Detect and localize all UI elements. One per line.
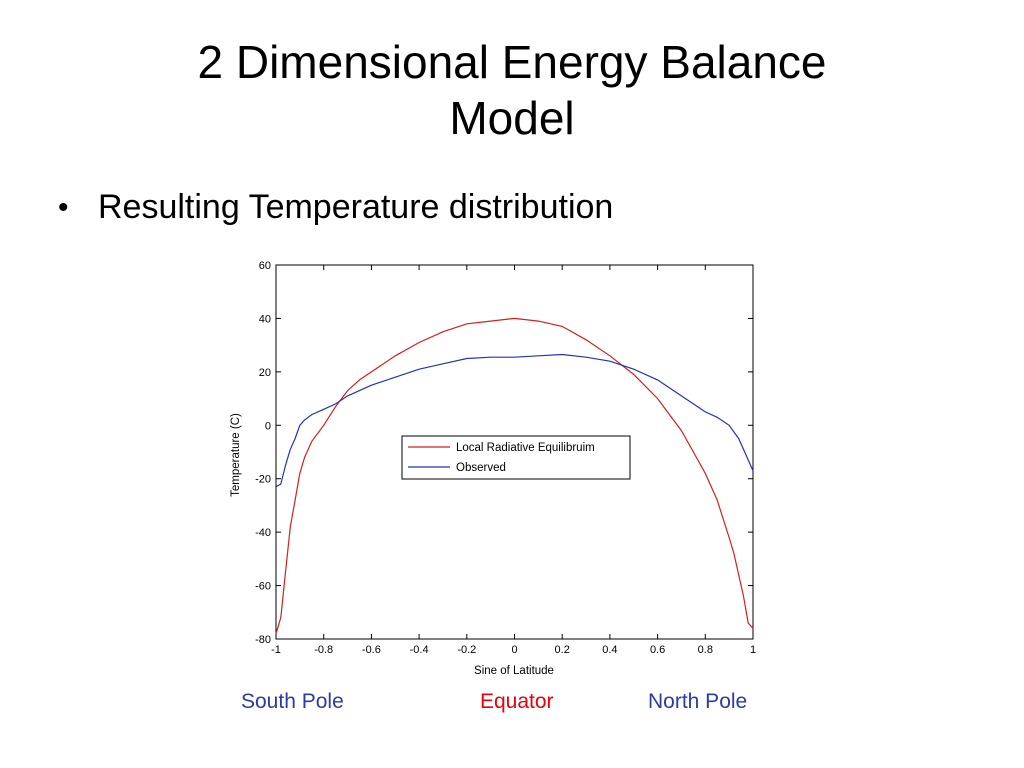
- x-tick-label: 0.6: [650, 644, 665, 656]
- y-tick-label: 60: [259, 260, 271, 272]
- x-ticks: -1 -0.8 -0.6 -0.4 -0.2 0 0.2 0.4 0.6 0.8 1: [271, 265, 756, 656]
- x-axis-label: Sine of Latitude: [474, 665, 554, 677]
- x-tick-label: -0.4: [410, 644, 429, 656]
- x-tick-label: -0.8: [314, 644, 333, 656]
- y-tick-label: -40: [255, 527, 271, 539]
- y-tick-label: 20: [259, 367, 271, 379]
- legend-box: [401, 435, 631, 480]
- series-layer: [275, 317, 754, 634]
- south-pole-label: South Pole: [241, 690, 344, 713]
- series-line-local-radiative: [275, 317, 754, 634]
- x-tick-label: 0.8: [698, 644, 713, 656]
- y-tick-label: -80: [255, 634, 271, 646]
- legend-label-observed: Observed: [456, 462, 506, 474]
- legend-label-local-radiative: Local Radiative Equilibruim: [456, 442, 595, 454]
- x-tick-label: 1: [750, 644, 756, 656]
- y-ticks: -80 -60 -40 -20 0 20 40 60: [255, 260, 753, 646]
- bullet-text: Resulting Temperature distribution: [98, 188, 614, 226]
- temperature-chart: -1 -0.8 -0.6 -0.4 -0.2 0 0.2 0.4 0.6 0.8 1 -80 -60-…: [215, 252, 775, 684]
- y-axis-label: Temperature (C): [230, 413, 242, 497]
- bullet-dot-icon: •: [58, 190, 69, 224]
- x-tick-label: 0.4: [602, 644, 617, 656]
- slide-title-line-1: 2 Dimensional Energy Balance: [197, 36, 827, 88]
- chart-svg: -1 -0.8 -0.6 -0.4 -0.2 0 0.2 0.4 0.6 0.8 1 -80-60-…: [230, 260, 756, 677]
- series-line-observed: [275, 353, 754, 488]
- chart-legend: Local Radiative Equilibruim Observed: [401, 435, 631, 480]
- x-tick-label: 0.2: [555, 644, 570, 656]
- bullet-item: • Resulting Temperature distribution: [58, 188, 613, 227]
- y-tick-label: 40: [259, 313, 271, 325]
- slide-title-line-2: Model: [449, 92, 575, 144]
- x-tick-label: -0.2: [457, 644, 476, 656]
- x-tick-label: -1: [271, 644, 281, 656]
- x-tick-label: 0: [511, 644, 517, 656]
- y-tick-label: -20: [255, 474, 271, 486]
- y-tick-label: -60: [255, 581, 271, 593]
- slide-title: 2 Dimensional Energy Balance Model: [60, 34, 964, 146]
- x-tick-label: -0.6: [362, 644, 381, 656]
- equator-label: Equator: [480, 690, 554, 713]
- north-pole-label: North Pole: [648, 690, 748, 713]
- y-tick-label: 0: [265, 420, 271, 432]
